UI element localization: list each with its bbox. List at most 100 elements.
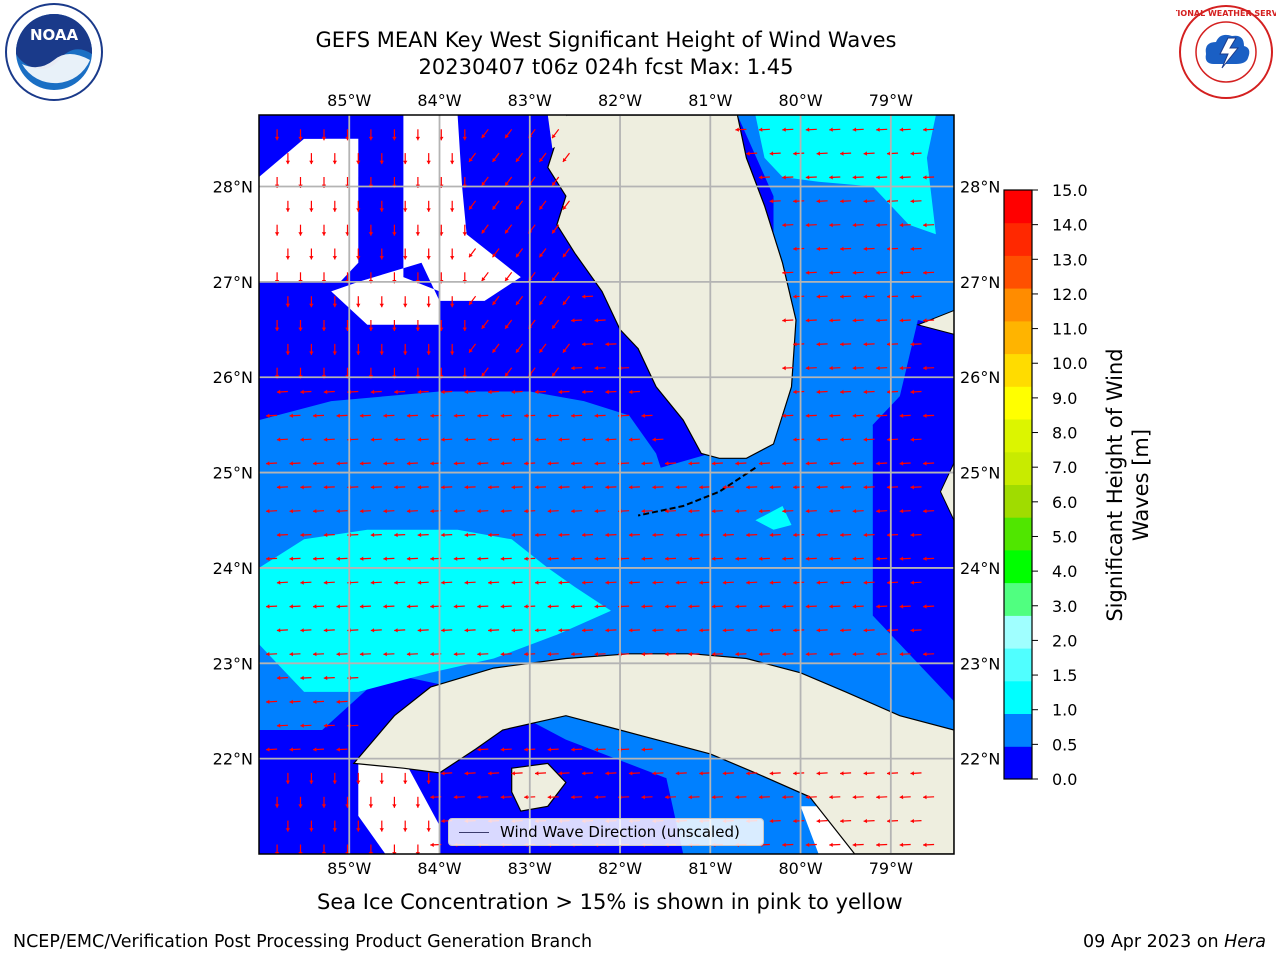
wave-arrow-head (539, 205, 544, 210)
wave-arrow-head (863, 532, 868, 538)
wave-arrow-head (863, 580, 868, 585)
wave-arrow-head (923, 365, 927, 371)
wave-arrow-head (876, 556, 880, 561)
colorbar-frame (1003, 189, 1033, 780)
wave-arrow-head (852, 509, 857, 514)
colorbar-segment (1004, 288, 1032, 322)
wave-arrow-head (582, 771, 586, 776)
wave-arrow-head (562, 348, 567, 353)
colorbar-tick-label: 7.0 (1052, 458, 1077, 477)
wave-arrow-head (323, 437, 328, 442)
no-data-edge (259, 115, 323, 139)
lat-tick-right: 27°N (960, 273, 1000, 292)
wave-arrow-head (394, 485, 398, 490)
sea-ice-note: Sea Ice Concentration > 15% is shown in … (317, 890, 903, 914)
noaa-logo: NOAA (5, 3, 103, 101)
wave-arrow-head (782, 556, 786, 561)
wave-arrow-head (289, 461, 293, 466)
wave-arrow-head (539, 158, 544, 162)
wave-arrow-head (793, 628, 797, 633)
land-cuba (352, 653, 954, 854)
wave-band-0-0.5-east (872, 386, 954, 635)
wave-arrow-head (558, 485, 562, 490)
wave-arrow-head (829, 604, 833, 609)
wave-arrow-head (594, 509, 599, 514)
colorbar-segment (1004, 320, 1032, 355)
wave-arrow-head (605, 389, 609, 395)
wave-arrow-head (722, 771, 727, 776)
wave-arrow-head (782, 222, 786, 228)
lon-tick-top: 85°W (327, 91, 371, 110)
wave-arrow-head (524, 509, 528, 514)
wave-arrow-head (370, 389, 375, 395)
wave-arrow-head (711, 604, 716, 609)
wave-arrow-head (309, 208, 314, 212)
wave-arrow-head (336, 652, 340, 657)
wave-arrow-head (863, 389, 868, 395)
wave-arrow-head (899, 270, 904, 275)
wave-arrow-head (910, 628, 914, 633)
wave-arrow-head (652, 485, 656, 490)
wave-arrow-head (313, 461, 317, 466)
wave-arrow-head (462, 232, 467, 236)
wave-arrow-head (923, 318, 927, 323)
wave-arrow-head (547, 461, 552, 466)
wave-arrow-head (323, 723, 328, 728)
wave-arrow-head (735, 509, 739, 514)
wave-arrow-head (887, 389, 891, 395)
wave-arrow-head (782, 365, 786, 371)
lon-tick-top: 79°W (869, 91, 913, 110)
wave-arrow-head (769, 818, 774, 824)
wave-arrow-head (441, 389, 445, 395)
wave-arrow-head (699, 485, 703, 490)
footer-branch: NCEP/EMC/Verification Post Processing Pr… (13, 932, 593, 952)
wave-arrow-head (582, 294, 586, 299)
colorbar-segment (1004, 746, 1032, 780)
wave-arrow-head (852, 413, 857, 418)
wave-arrow-head (829, 842, 833, 847)
wave-arrow-head (816, 342, 821, 347)
wave-arrow-head (899, 175, 904, 180)
wave-arrow-head (782, 270, 786, 275)
chart-title: GEFS MEAN Key West Significant Height of… (315, 28, 897, 52)
wave-arrow-head (524, 413, 528, 418)
wave-arrow-head (417, 628, 422, 633)
wave-arrow-head (852, 318, 857, 323)
wave-arrow-head (511, 389, 515, 395)
wave-arrow-head (552, 277, 556, 282)
wave-arrow-head (379, 828, 384, 832)
wave-arrow-head (426, 780, 431, 784)
wave-arrow-head (552, 134, 556, 139)
wave-arrow-head (332, 256, 337, 260)
lat-tick-right: 24°N (960, 559, 1000, 578)
wave-arrow-head (699, 532, 703, 538)
wave-arrow-head (464, 580, 469, 585)
wave-arrow-head (535, 628, 539, 633)
wave-arrow-head (488, 580, 492, 585)
wave-arrow-head (300, 675, 304, 681)
wave-band-1.0-1.5-patch (755, 506, 792, 530)
wave-arrow-head (298, 136, 303, 141)
wave-arrow-head (582, 342, 586, 347)
wave-arrow-head (394, 532, 398, 538)
wave-arrow-head (313, 413, 317, 418)
wave-arrow-head (469, 301, 473, 305)
colorbar-segment (1004, 517, 1032, 551)
lon-tick-bottom: 79°W (869, 859, 913, 878)
wave-arrow-head (417, 485, 422, 490)
wave-arrow-head (535, 389, 539, 395)
wave-arrow-head (699, 628, 703, 633)
wave-arrow-head (430, 795, 434, 800)
land-isla-juventud (511, 762, 567, 812)
wave-arrow-head (285, 256, 290, 260)
wave-arrow-head (477, 509, 481, 514)
wave-arrow-head (899, 604, 904, 609)
wave-arrow-head (652, 532, 656, 538)
wave-arrow-head (910, 199, 914, 204)
wave-arrow-head (441, 437, 445, 442)
wave-arrow-head (782, 413, 786, 418)
wave-arrow-head (481, 229, 486, 234)
wave-arrow-head (477, 461, 481, 466)
wave-arrow-head (298, 804, 303, 808)
wave-arrow-head (711, 652, 716, 657)
